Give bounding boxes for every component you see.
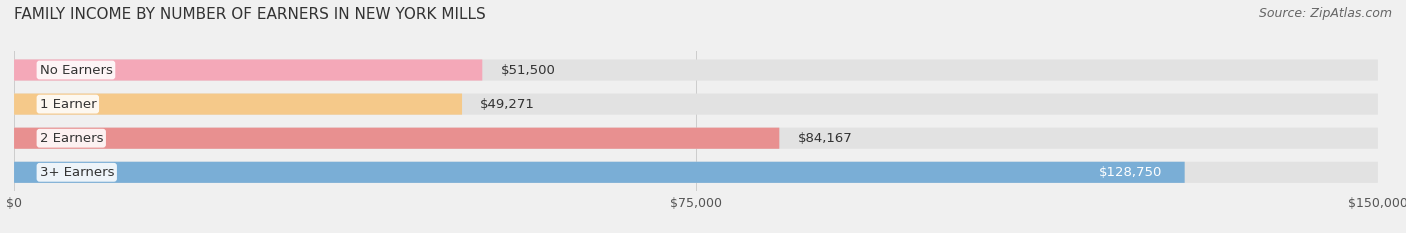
FancyBboxPatch shape	[14, 162, 1185, 183]
Text: 3+ Earners: 3+ Earners	[39, 166, 114, 179]
FancyBboxPatch shape	[14, 59, 1378, 81]
Text: 2 Earners: 2 Earners	[39, 132, 103, 145]
FancyBboxPatch shape	[14, 93, 1378, 115]
FancyBboxPatch shape	[14, 162, 1378, 183]
FancyBboxPatch shape	[14, 93, 463, 115]
Text: Source: ZipAtlas.com: Source: ZipAtlas.com	[1258, 7, 1392, 20]
Text: $128,750: $128,750	[1098, 166, 1161, 179]
Text: FAMILY INCOME BY NUMBER OF EARNERS IN NEW YORK MILLS: FAMILY INCOME BY NUMBER OF EARNERS IN NE…	[14, 7, 486, 22]
Text: $51,500: $51,500	[501, 64, 555, 76]
Text: $49,271: $49,271	[481, 98, 536, 111]
Text: $84,167: $84,167	[797, 132, 852, 145]
Text: No Earners: No Earners	[39, 64, 112, 76]
FancyBboxPatch shape	[14, 59, 482, 81]
Text: 1 Earner: 1 Earner	[39, 98, 96, 111]
FancyBboxPatch shape	[14, 128, 1378, 149]
FancyBboxPatch shape	[14, 128, 779, 149]
